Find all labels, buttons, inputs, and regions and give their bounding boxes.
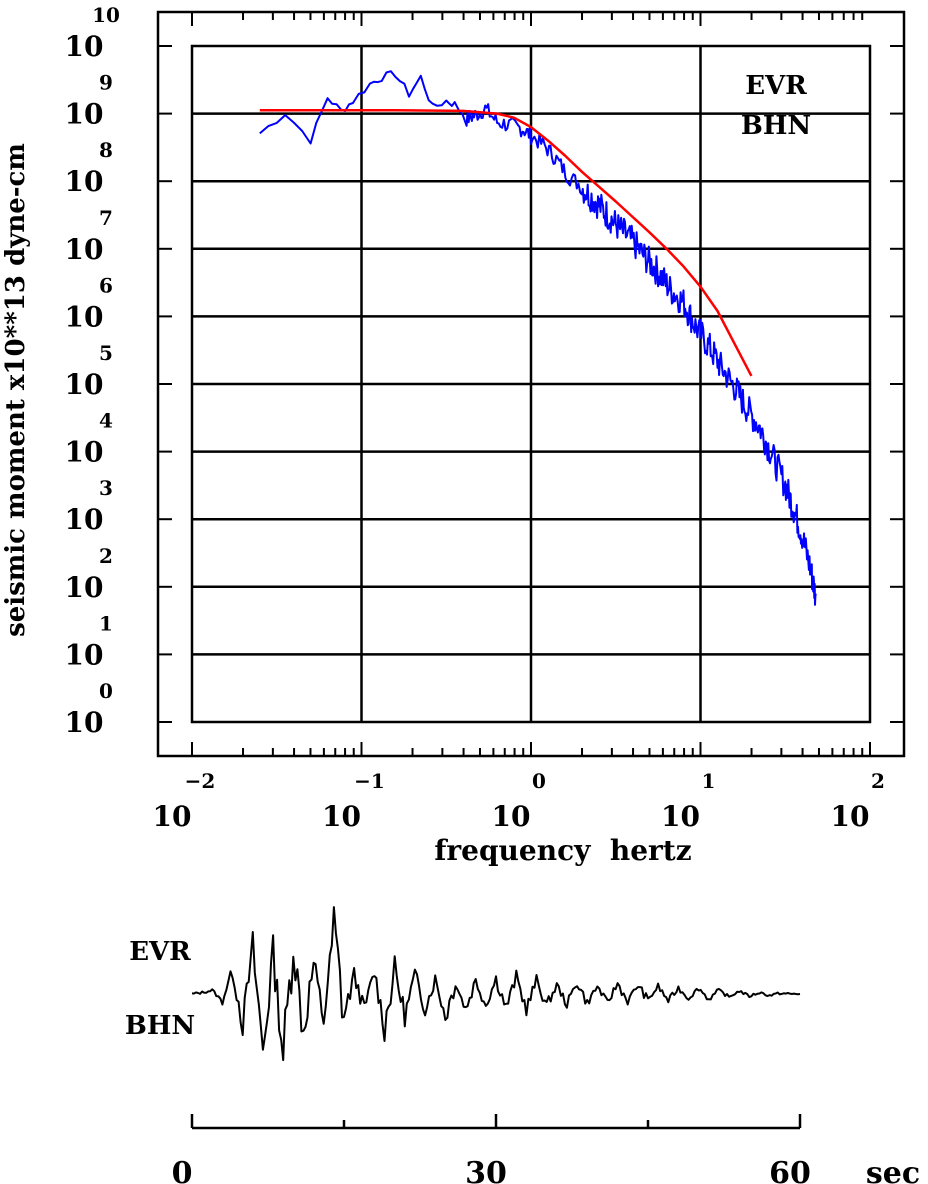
y-tick-labels: 10 0 10 1 10 2 10 3 10 4 10 5 10 6 10 7 10 8 10 9 10 10 [65,3,120,739]
y-tick-base: 10 [65,571,104,604]
y-tick-base: 10 [65,638,104,671]
y-tick-exponent: 5 [99,341,113,365]
y-axis-label: seismic moment x10**13 dyne-cm [1,143,31,637]
y-tick-base: 10 [65,503,104,536]
y-tick-base: 10 [65,300,104,333]
time-tick-label: 60 [769,1156,811,1184]
time-axis-unit: sec [866,1156,920,1184]
grid [192,46,870,722]
seismogram-station-label-2: BHN [125,1011,195,1041]
x-tick-base: 10 [661,800,700,833]
x-tick-base: 10 [492,800,531,833]
time-tick-label: 30 [465,1156,507,1184]
spectrum-station-label-1: EVR [745,71,807,101]
x-tick-exponent: −1 [354,769,385,793]
y-tick-exponent: 10 [92,3,120,27]
y-tick-exponent: 2 [99,544,113,568]
y-tick-exponent: 7 [99,206,113,230]
y-tick-base: 10 [65,368,104,401]
y-tick-base: 10 [65,30,104,63]
x-tick-exponent: 2 [871,769,885,793]
y-tick-base: 10 [65,436,104,469]
x-tick-exponent: 1 [702,769,716,793]
y-tick-exponent: 3 [99,476,113,500]
model-fit-line [259,108,753,377]
y-tick-exponent: 0 [99,679,113,703]
x-tick-base: 10 [322,800,361,833]
x-tick-base: 10 [831,800,870,833]
y-tick-base: 10 [65,706,104,739]
x-tick-base: 10 [153,800,192,833]
y-tick-base: 10 [65,233,104,266]
y-tick-exponent: 8 [99,138,113,162]
y-tick-exponent: 4 [99,409,113,433]
time-tick-label: 0 [172,1156,193,1184]
y-tick-base: 10 [65,165,104,198]
time-axis: 0 30 60 [172,1114,811,1184]
y-tick-exponent: 6 [99,273,113,297]
y-tick-exponent: 9 [99,71,113,95]
x-axis-label: frequency hertz [434,834,691,867]
seismogram-station-label-1: EVR [129,937,191,967]
x-tick-exponent: 0 [532,769,546,793]
y-tick-exponent: 1 [99,611,113,635]
series-layer [259,70,817,606]
seismogram-trace [191,906,801,1062]
observed-spectrum-line [259,70,817,606]
spectrum-station-label-2: BHN [741,111,811,141]
y-tick-base: 10 [65,98,104,131]
x-tick-exponent: −2 [185,769,216,793]
seismogram-layer [191,906,801,1062]
minor-ticks [158,12,904,756]
